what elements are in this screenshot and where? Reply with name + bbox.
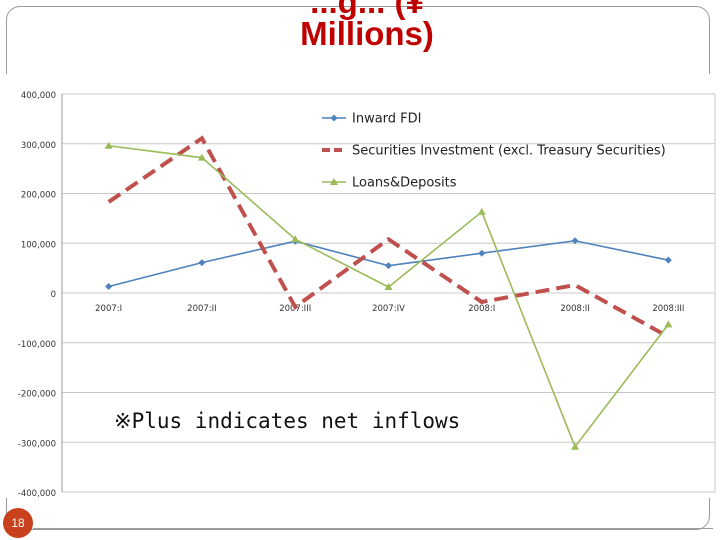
legend-label: Inward FDI — [352, 112, 422, 127]
x-tick-label: 2008:I — [468, 304, 495, 314]
data-point — [477, 207, 486, 215]
y-tick-label: -400,000 — [18, 489, 56, 498]
series-line — [108, 144, 669, 449]
series-line — [107, 135, 670, 339]
data-point — [571, 237, 579, 245]
x-tick-label: 2007:II — [187, 304, 217, 314]
data-point — [664, 256, 672, 264]
data-point — [104, 141, 113, 149]
footer-divider — [33, 528, 713, 529]
data-point — [664, 320, 673, 328]
x-tick-label: 2007:IV — [372, 304, 405, 314]
y-tick-label: -300,000 — [18, 439, 56, 449]
data-point — [384, 283, 393, 291]
data-point — [105, 283, 113, 291]
line-chart: 400,000 300,000 200,000 100,000 0 -100,000 -20… — [18, 91, 716, 499]
x-axis-ticks: 2007:I 2007:II 2007:III 2007:IV 2008:I 2008:I… — [95, 304, 684, 314]
y-tick-label: 100,000 — [21, 240, 56, 250]
slide-title-line1: ...g... (¥ — [310, 0, 424, 20]
data-point — [330, 178, 338, 185]
y-tick-label: 300,000 — [21, 141, 56, 151]
data-point — [571, 442, 580, 450]
legend-label: Loans&Deposits — [352, 176, 457, 191]
data-point — [198, 259, 206, 267]
y-tick-label: 400,000 — [21, 91, 56, 101]
legend-item: Inward FDI — [322, 112, 422, 127]
gridlines — [61, 93, 716, 493]
y-tick-label: -200,000 — [18, 390, 56, 400]
x-tick-label: 2008:III — [652, 304, 684, 314]
x-tick-label: 2007:I — [95, 304, 122, 314]
chart-image: 400,000 300,000 200,000 100,000 0 -100,000 -20… — [0, 74, 720, 499]
data-point — [478, 249, 486, 257]
series-2 — [107, 135, 670, 339]
data-point — [291, 235, 300, 243]
legend-item: Securities Investment (excl. Treasury Se… — [322, 144, 666, 159]
y-tick-label: 200,000 — [21, 191, 56, 201]
slide-title-line2: Millions) — [300, 15, 434, 52]
series-3 — [104, 141, 673, 450]
y-tick-label: -100,000 — [18, 340, 56, 350]
page-number-badge: 18 — [3, 508, 33, 538]
legend: Inward FDI Securities Investment (excl. T… — [322, 112, 666, 191]
legend-label: Securities Investment (excl. Treasury Se… — [352, 144, 666, 159]
y-axis-ticks: 400,000 300,000 200,000 100,000 0 -100,000 -20… — [18, 91, 56, 499]
x-tick-label: 2008:II — [560, 304, 590, 314]
inflows-note: ※Plus indicates net inflows — [114, 409, 460, 433]
data-point — [385, 262, 392, 270]
data-point — [197, 153, 206, 161]
slide-title: ...g... (¥ Millions) — [0, 0, 720, 56]
series-1 — [105, 237, 672, 291]
series-lines — [104, 135, 673, 450]
y-tick-label: 0 — [51, 290, 56, 300]
legend-item: Loans&Deposits — [322, 176, 457, 191]
data-point — [330, 114, 338, 122]
